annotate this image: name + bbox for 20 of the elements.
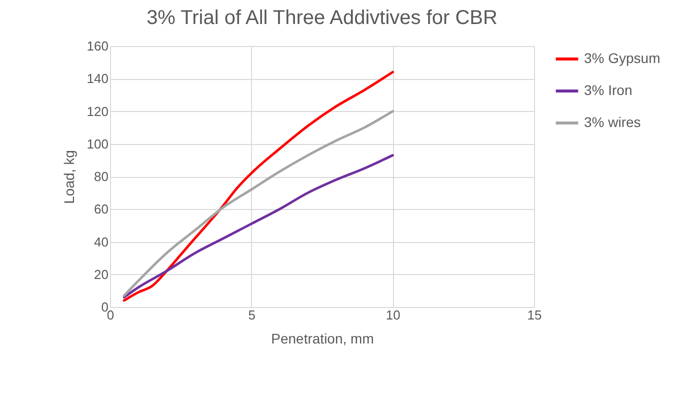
- y-tick-label: 120: [86, 104, 108, 119]
- line-series: [122, 110, 394, 297]
- line-series: [122, 154, 394, 298]
- y-tick-label: 140: [86, 71, 108, 86]
- y-tick-label: 80: [94, 169, 108, 184]
- line-series: [122, 70, 394, 302]
- x-tick-label: 15: [527, 308, 542, 322]
- legend-label: 3% wires: [584, 114, 641, 130]
- y-tick-label: 20: [94, 266, 108, 282]
- y-tick-label: 100: [86, 136, 108, 152]
- y-tick-label: 40: [94, 234, 108, 250]
- y-tick-label: 60: [94, 202, 108, 217]
- chart-title: 3% Trial of All Three Addivtives for CBR: [146, 7, 498, 29]
- y-axis-title: Load, kg: [60, 150, 77, 204]
- legend-label: 3% Iron: [584, 82, 632, 98]
- x-tick-label: 10: [386, 308, 400, 322]
- x-axis-title: Penetration, mm: [271, 330, 374, 346]
- legend-label: 3% Gypsum: [584, 50, 660, 66]
- x-tick-label: 5: [248, 308, 256, 322]
- y-tick-label: 160: [86, 38, 108, 54]
